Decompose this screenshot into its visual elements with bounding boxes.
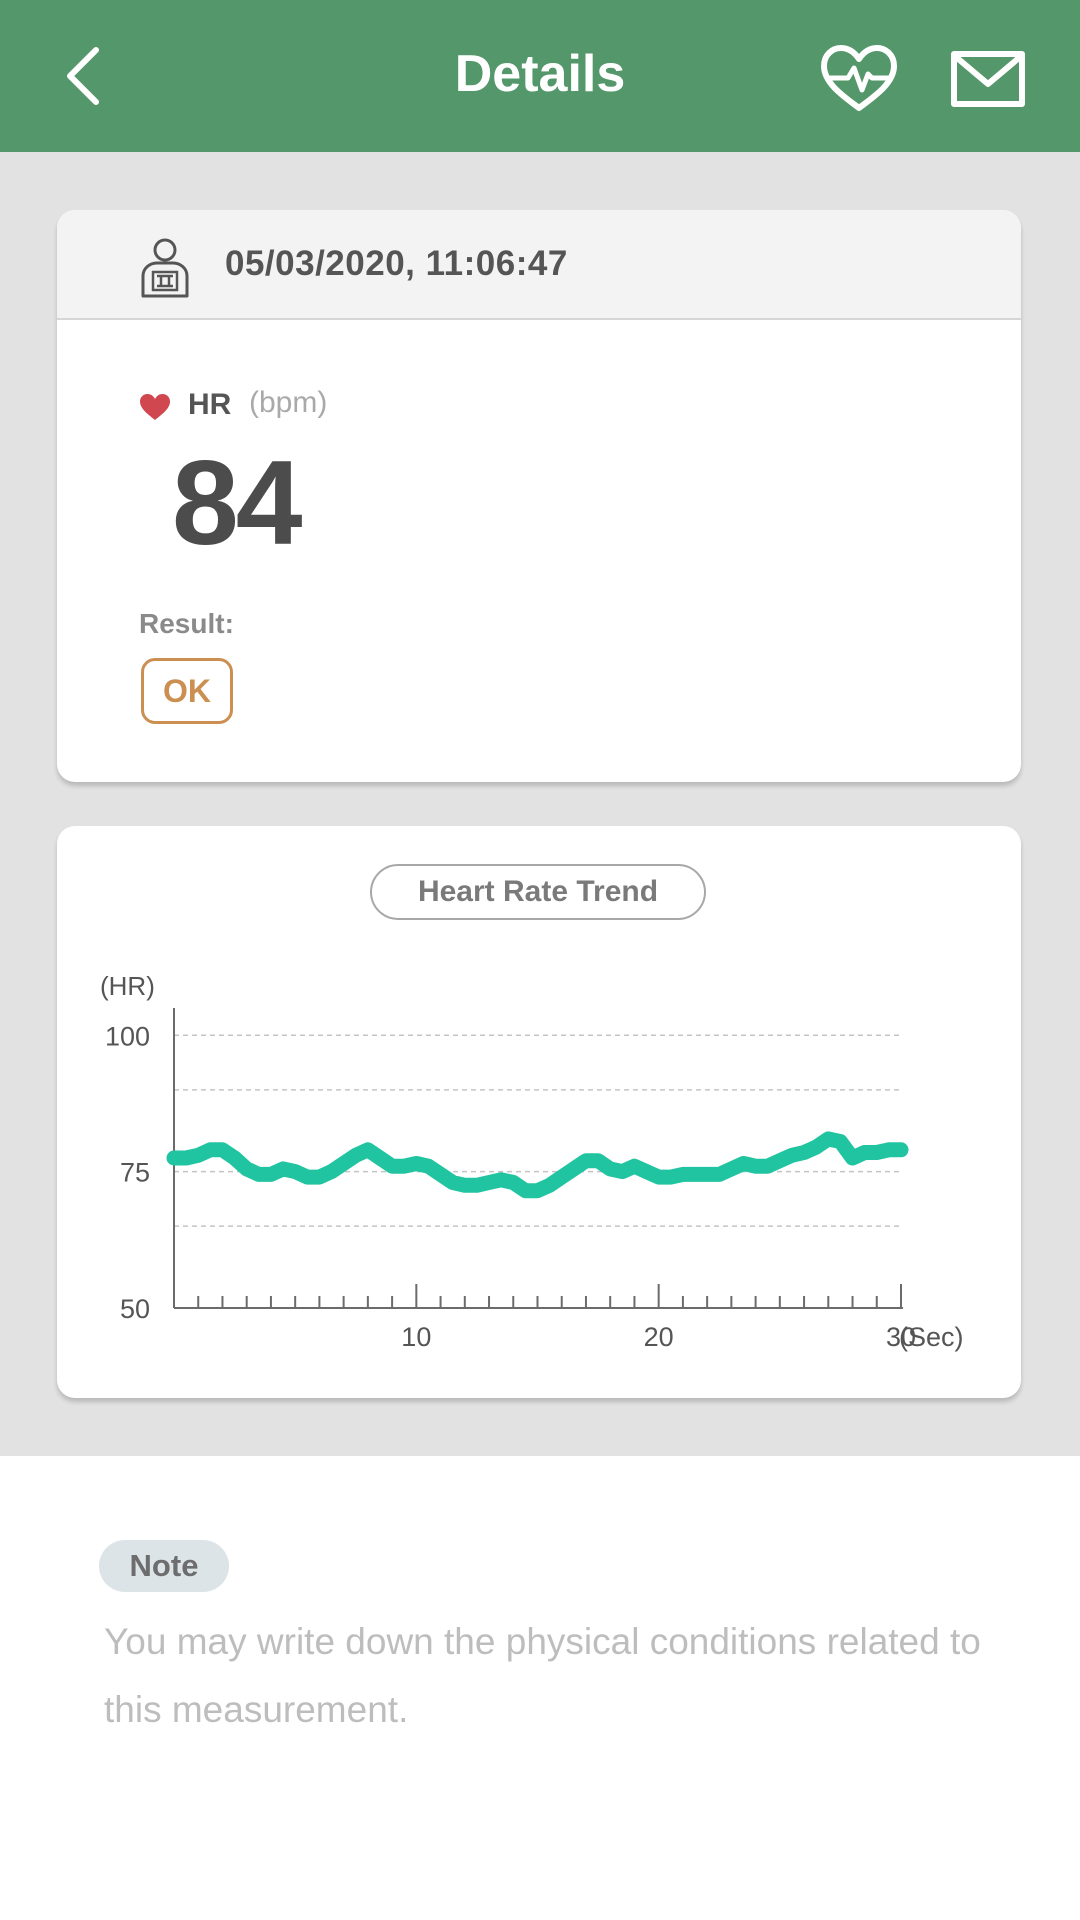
measurement-datetime: 05/03/2020, 11:06:47	[225, 244, 568, 283]
chevron-left-icon	[67, 47, 99, 105]
x-tick-label: 10	[401, 1322, 431, 1352]
y-tick-label: 75	[120, 1158, 150, 1188]
mail-button[interactable]	[950, 50, 1026, 108]
measurement-card: 05/03/2020, 11:06:47 HR (bpm) 84 Result:…	[57, 210, 1021, 782]
result-badge: OK	[141, 658, 233, 724]
y-tick-label: 50	[120, 1294, 150, 1324]
mail-icon	[951, 51, 1025, 107]
heart-rate-icon	[821, 45, 897, 111]
heart-rate-button[interactable]	[818, 44, 900, 114]
x-axis-label: (Sec)	[899, 1322, 964, 1352]
note-label: Note	[99, 1540, 229, 1592]
y-axis-label: (HR)	[100, 971, 155, 1001]
trend-title: Heart Rate Trend	[370, 864, 706, 920]
x-tick-label: 30	[886, 1322, 916, 1352]
heart-rate-chart: 100 75 50 10 20 30 (HR) (Sec)	[100, 971, 964, 1352]
hr-unit: (bpm)	[249, 386, 328, 419]
card-header: 05/03/2020, 11:06:47	[57, 210, 1021, 320]
y-tick-label: 100	[105, 1021, 150, 1051]
heart-icon	[140, 394, 170, 420]
trend-card: Heart Rate Trend 100 75 50 10 20 30 (HR) (Sec)	[57, 826, 1021, 1398]
note-input[interactable]: You may write down the physical conditio…	[104, 1621, 981, 1730]
result-label: Result:	[139, 608, 234, 639]
hr-value: 84	[172, 436, 302, 570]
back-button[interactable]	[52, 42, 116, 110]
x-tick-label: 20	[644, 1322, 674, 1352]
person-icon	[141, 238, 189, 298]
hr-label: HR	[188, 388, 232, 421]
page-title: Details	[454, 45, 626, 103]
app-header: Details	[0, 0, 1080, 152]
hr-trend-line	[166, 1131, 909, 1199]
